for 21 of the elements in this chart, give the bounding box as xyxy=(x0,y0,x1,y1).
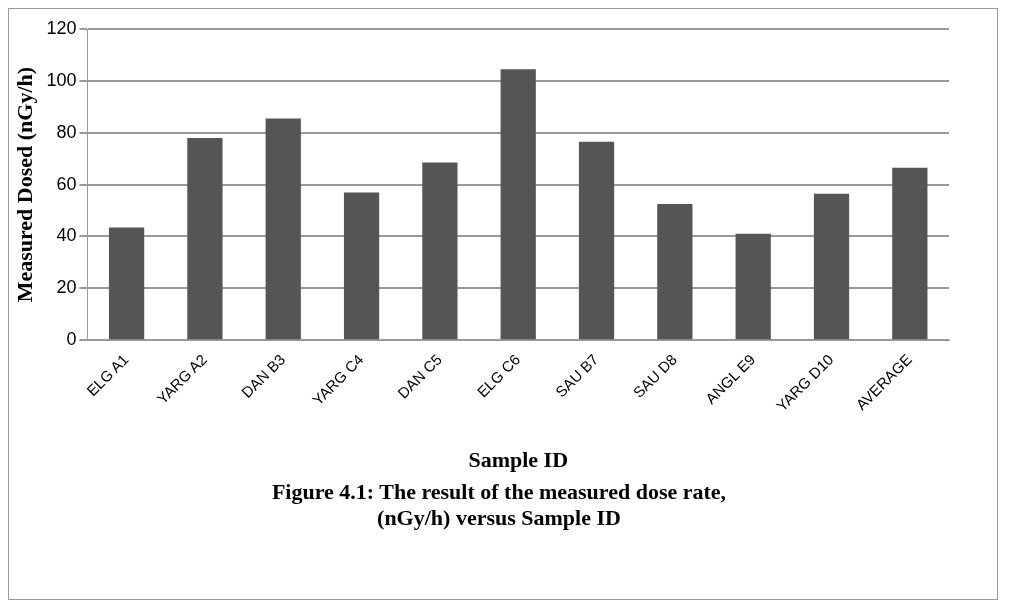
bar xyxy=(265,118,301,340)
bar xyxy=(343,192,380,340)
y-tick-label: 40 xyxy=(56,225,77,246)
bar xyxy=(892,167,928,340)
caption: Figure 4.1: The result of the measured dose rate, (nGy/h) versus Sample ID xyxy=(270,479,728,531)
bar xyxy=(108,227,145,340)
y-tick-label: 100 xyxy=(46,69,77,90)
bar xyxy=(735,233,771,340)
bar xyxy=(578,141,615,340)
bar xyxy=(187,137,223,340)
y-tick-label: 0 xyxy=(66,329,77,350)
bar xyxy=(657,204,693,340)
bar xyxy=(813,193,850,340)
y-tick-label: 80 xyxy=(56,121,77,142)
y-tick-label: 60 xyxy=(56,173,77,194)
bar xyxy=(422,162,458,340)
y-tick-label: 20 xyxy=(56,277,77,298)
y-axis-title: Measured Dosed (nGy/h) xyxy=(11,66,37,303)
bar xyxy=(500,69,536,340)
x-axis-title: Sample ID xyxy=(468,447,569,473)
y-tick-label: 120 xyxy=(46,17,77,38)
